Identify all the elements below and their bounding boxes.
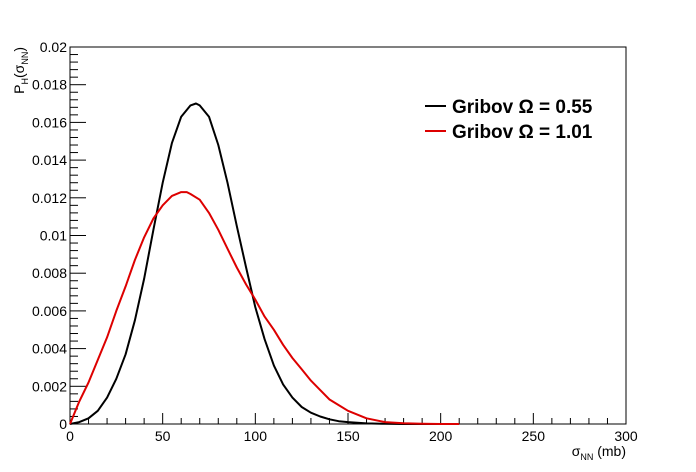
x-tick-label: 300 bbox=[614, 428, 638, 444]
y-tick-label: 0.016 bbox=[32, 114, 67, 130]
x-tick-label: 0 bbox=[66, 428, 74, 444]
x-axis-title: σNN (mb) bbox=[572, 443, 626, 462]
y-tick-label: 0.018 bbox=[32, 77, 67, 93]
y-tick-label: 0.012 bbox=[32, 190, 67, 206]
legend-label-0: Gribov Ω = 0.55 bbox=[452, 97, 593, 118]
y-axis-title-paren-close: ) bbox=[11, 47, 27, 52]
y-axis-ticks bbox=[70, 46, 86, 425]
x-tick-label: 150 bbox=[336, 428, 360, 444]
x-axis-ticks bbox=[69, 413, 627, 424]
x-tick-label: 100 bbox=[244, 428, 268, 444]
y-tick-label: 0.008 bbox=[32, 265, 67, 281]
x-axis-title-suffix: (mb) bbox=[593, 443, 626, 459]
series-lines bbox=[69, 102, 460, 425]
x-axis-title-sub: NN bbox=[580, 452, 593, 462]
series-line-0 bbox=[69, 102, 441, 425]
x-tick-label: 200 bbox=[429, 428, 453, 444]
legend-label-1: Gribov Ω = 1.01 bbox=[452, 122, 593, 143]
y-tick-label: 0.002 bbox=[32, 378, 67, 394]
y-axis-title-paren-open: (σ bbox=[11, 64, 27, 78]
x-axis-title-main: σ bbox=[572, 443, 581, 459]
y-axis-title-sub: H bbox=[20, 78, 30, 85]
y-tick-label: 0.014 bbox=[32, 152, 67, 168]
y-tick-label: 0 bbox=[59, 416, 67, 432]
y-tick-label: 0.02 bbox=[40, 39, 67, 55]
y-axis-title-paren-sub: NN bbox=[20, 52, 30, 65]
y-tick-label: 0.006 bbox=[32, 303, 67, 319]
x-tick-label: 50 bbox=[155, 428, 171, 444]
y-tick-label: 0.01 bbox=[40, 228, 67, 244]
legend: Gribov Ω = 0.55 Gribov Ω = 1.01 bbox=[425, 97, 593, 143]
y-axis-title-main: P bbox=[11, 84, 27, 93]
x-tick-label: 250 bbox=[522, 428, 546, 444]
y-tick-label: 0.004 bbox=[32, 341, 67, 357]
x-axis-tick-labels: 0 50 100 150 200 250 300 bbox=[66, 428, 638, 444]
y-axis-title: PH(σNN) bbox=[11, 47, 30, 94]
series-line-1 bbox=[69, 191, 460, 425]
y-axis-tick-labels: 0 0.002 0.004 0.006 0.008 0.01 0.012 0.014 0.016… bbox=[32, 39, 67, 432]
